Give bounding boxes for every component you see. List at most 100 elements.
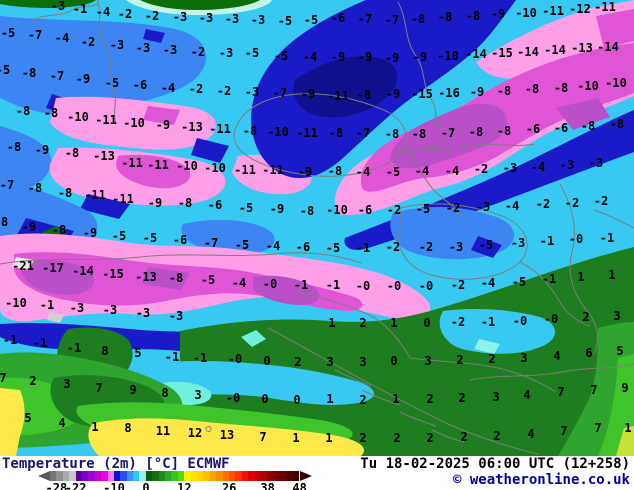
temp-value-label: 6 xyxy=(585,346,592,360)
temp-value-label: -9 xyxy=(385,51,399,65)
temp-value-label: -8 xyxy=(466,9,480,23)
temp-value-label: 0 xyxy=(261,392,268,406)
temp-value-label: -17 xyxy=(42,261,64,275)
temp-value-label: -9 xyxy=(413,50,427,64)
colorbar-segment xyxy=(196,471,204,481)
temp-value-label: -3 xyxy=(136,306,150,320)
temp-value-label: -2 xyxy=(81,35,95,49)
temp-value-label: -11 xyxy=(95,113,117,127)
country-border xyxy=(0,252,363,265)
temp-value-label: -1 xyxy=(73,2,87,16)
temp-value-label: -3 xyxy=(169,309,183,323)
colorbar-tick-label: 26 xyxy=(221,481,237,490)
temp-value-label: -8 xyxy=(412,127,426,141)
temp-value-label: -9 xyxy=(156,118,170,132)
temp-value-label: -8 xyxy=(0,215,8,229)
temp-value-label: -1 xyxy=(540,234,554,248)
region-navy-core xyxy=(293,56,398,118)
temp-value-label: -8 xyxy=(243,124,257,138)
colorbar-segment xyxy=(152,471,159,481)
temp-value-label: -6 xyxy=(358,203,372,217)
temp-value-label: 1 xyxy=(91,420,98,434)
colorbar-segment xyxy=(94,471,102,481)
temp-value-label: -5 xyxy=(1,26,15,40)
temp-value-label: -5 xyxy=(105,76,119,90)
temp-value-label: 9 xyxy=(621,381,628,395)
temp-value-label: -8 xyxy=(610,117,624,131)
region-r-corner xyxy=(616,426,634,456)
country-border xyxy=(398,203,528,280)
temp-value-label: 0 xyxy=(390,354,397,368)
temp-value-label: -21 xyxy=(12,259,34,273)
colorbar-segment xyxy=(69,471,76,481)
country-border xyxy=(267,327,539,455)
temp-value-label: 2 xyxy=(493,429,500,443)
temp-value-label: -8 xyxy=(581,119,595,133)
temp-value-label: -9 xyxy=(301,87,315,101)
temp-value-label: -2 xyxy=(217,84,231,98)
colorbar-segment xyxy=(107,471,114,481)
temp-value-label: -8 xyxy=(44,106,58,120)
temp-value-label: -12 xyxy=(569,2,591,16)
temp-value-label: -0 xyxy=(263,277,277,291)
country-border xyxy=(399,411,437,427)
temp-value-label: -3 xyxy=(589,156,603,170)
temp-value-label: -9 xyxy=(470,85,484,99)
temp-value-label: -7 xyxy=(273,86,287,100)
temp-value-label: -8 xyxy=(52,223,66,237)
temp-value-label: -8 xyxy=(65,146,79,160)
temp-value-label: 0 xyxy=(423,316,430,330)
country-border xyxy=(559,183,598,355)
temp-value-label: -11 xyxy=(121,156,143,170)
temp-value-label: -2 xyxy=(565,196,579,210)
temp-value-label: -10 xyxy=(437,49,459,63)
colorbar-segment xyxy=(56,471,63,481)
temp-value-label: 1 xyxy=(392,392,399,406)
country-border xyxy=(361,389,401,406)
colorbar-tick-label: 12 xyxy=(177,481,192,490)
temp-value-label: -9 xyxy=(83,226,97,240)
temp-value-label: 1 xyxy=(292,431,299,445)
temp-value-label: 7 xyxy=(557,385,564,399)
temp-value-label: -10 xyxy=(67,110,89,124)
temp-value-label: 3 xyxy=(424,354,431,368)
temp-value-label: -10 xyxy=(176,159,198,173)
temp-value-label: -9 xyxy=(331,50,345,64)
country-border xyxy=(205,426,212,432)
colorbar-segment xyxy=(145,471,153,481)
temp-value-label: 11 xyxy=(156,424,170,438)
region-mid-lightblue-c xyxy=(181,219,275,255)
temp-value-label: -8 xyxy=(329,126,343,140)
country-border xyxy=(297,291,411,359)
temp-value-label: -5 xyxy=(416,202,430,216)
temp-value-label: 3 xyxy=(326,355,333,369)
colorbar-segment xyxy=(267,471,274,481)
temp-value-label: -14 xyxy=(72,264,94,278)
temp-value-label: -0 xyxy=(226,391,240,405)
colorbar-left-arrow-icon xyxy=(38,471,50,481)
temp-value-label: -5 xyxy=(112,229,126,243)
colorbar-segment xyxy=(165,471,172,481)
temp-value-label: -1 xyxy=(40,298,54,312)
region-ml-magenta1 xyxy=(116,154,191,189)
colorbar-segment xyxy=(248,471,255,481)
colorbar-segment xyxy=(273,471,281,481)
country-border xyxy=(431,429,465,443)
temp-value-label: -10 xyxy=(123,116,145,130)
temp-value-label: -4 xyxy=(531,160,545,174)
map-title: Temperature (2m) [°C] ECMWF xyxy=(2,456,230,472)
temp-value-label: -2 xyxy=(474,162,488,176)
temp-value-label: 1 xyxy=(577,270,584,284)
region-navy-fleck-b xyxy=(143,29,165,43)
colorbar-segment xyxy=(286,471,293,481)
country-border xyxy=(397,1,439,131)
temp-value-label: -3 xyxy=(245,85,259,99)
temp-value-label: -3 xyxy=(511,236,525,250)
temp-value-label: 5 xyxy=(616,344,623,358)
temp-value-label: -3 xyxy=(110,38,124,52)
temp-value-label: -2 xyxy=(386,240,400,254)
temp-value-label: -1 xyxy=(542,272,556,286)
temp-value-label: 5 xyxy=(24,411,31,425)
temp-value-label: 4 xyxy=(553,349,560,363)
temp-value-label: 4 xyxy=(58,416,65,430)
